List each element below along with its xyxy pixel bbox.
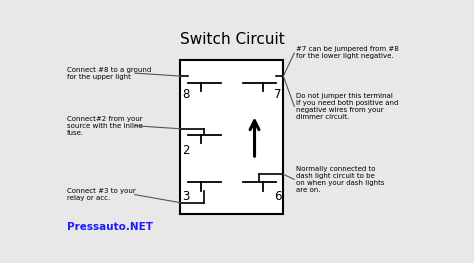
Text: 3: 3 — [182, 190, 190, 203]
Text: #7 can be jumpered from #8
for the lower light negative.: #7 can be jumpered from #8 for the lower… — [296, 46, 399, 59]
Text: 8: 8 — [182, 88, 190, 101]
Text: Normally connected to
dash light circuit to be
on when your dash lights
are on.: Normally connected to dash light circuit… — [296, 166, 385, 193]
Text: Connect #3 to your
relay or acc.: Connect #3 to your relay or acc. — [66, 188, 136, 201]
Text: Connect #8 to a ground
for the upper light: Connect #8 to a ground for the upper lig… — [66, 67, 151, 80]
Text: 7: 7 — [274, 88, 282, 101]
Text: Pressauto.NET: Pressauto.NET — [66, 222, 153, 232]
Text: 2: 2 — [182, 144, 190, 156]
Bar — [181, 60, 283, 214]
Text: Connect#2 from your
source with the inline
fuse.: Connect#2 from your source with the inli… — [66, 116, 142, 136]
Text: Do not jumper this terminal
if you need both positive and
negative wires from yo: Do not jumper this terminal if you need … — [296, 93, 399, 120]
Text: Switch Circuit: Switch Circuit — [180, 32, 284, 47]
Text: 6: 6 — [274, 190, 282, 203]
